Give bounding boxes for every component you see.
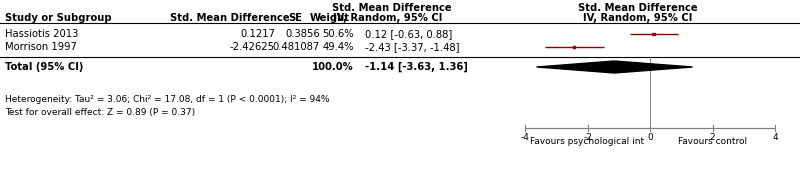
Text: 0.3856: 0.3856	[286, 29, 320, 39]
Text: 100.0%: 100.0%	[312, 62, 354, 72]
Polygon shape	[537, 61, 693, 73]
Text: Std. Mean Difference: Std. Mean Difference	[578, 3, 698, 13]
Text: 0.481087: 0.481087	[273, 42, 320, 52]
Text: Heterogeneity: Tau² = 3.06; Chi² = 17.08, df = 1 (P < 0.0001); I² = 94%: Heterogeneity: Tau² = 3.06; Chi² = 17.08…	[5, 94, 330, 103]
Bar	[573, 46, 575, 48]
Text: Favours psychological int: Favours psychological int	[530, 136, 645, 145]
Text: Std. Mean Difference: Std. Mean Difference	[332, 3, 452, 13]
Text: Hassiotis 2013: Hassiotis 2013	[5, 29, 78, 39]
Text: Favours control: Favours control	[678, 136, 747, 145]
Text: 49.4%: 49.4%	[322, 42, 354, 52]
Text: -4: -4	[521, 133, 530, 142]
Text: -2: -2	[583, 133, 592, 142]
Text: Study or Subgroup: Study or Subgroup	[5, 13, 112, 23]
Text: -2.42625: -2.42625	[230, 42, 275, 52]
Text: -1.14 [-3.63, 1.36]: -1.14 [-3.63, 1.36]	[365, 62, 468, 72]
Text: 4: 4	[772, 133, 778, 142]
Text: Std. Mean Difference: Std. Mean Difference	[170, 13, 290, 23]
Text: Morrison 1997: Morrison 1997	[5, 42, 77, 52]
Text: Total (95% CI): Total (95% CI)	[5, 62, 83, 72]
Text: -2.43 [-3.37, -1.48]: -2.43 [-3.37, -1.48]	[365, 42, 459, 52]
Text: Weight: Weight	[310, 13, 350, 23]
Text: IV, Random, 95% CI: IV, Random, 95% CI	[583, 13, 693, 23]
Text: Test for overall effect: Z = 0.89 (P = 0.37): Test for overall effect: Z = 0.89 (P = 0…	[5, 107, 195, 116]
Text: 0.1217: 0.1217	[240, 29, 275, 39]
Text: 50.6%: 50.6%	[322, 29, 354, 39]
Text: 2: 2	[710, 133, 715, 142]
Text: SE: SE	[288, 13, 302, 23]
Text: 0: 0	[647, 133, 653, 142]
Text: IV, Random, 95% CI: IV, Random, 95% CI	[334, 13, 442, 23]
Bar	[653, 33, 655, 35]
Text: 0.12 [-0.63, 0.88]: 0.12 [-0.63, 0.88]	[365, 29, 452, 39]
